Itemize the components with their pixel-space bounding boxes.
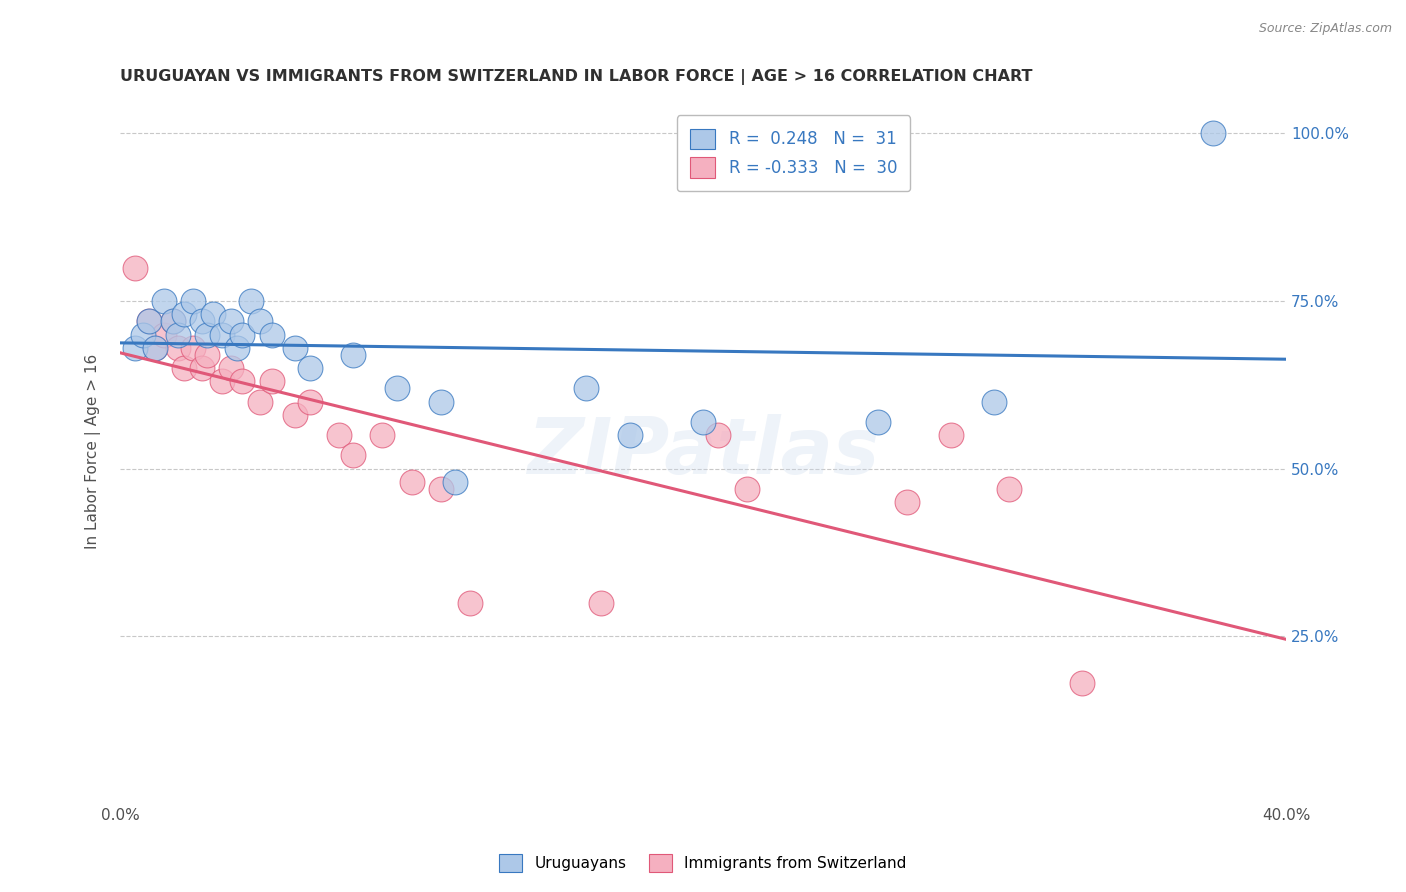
Point <box>998 482 1021 496</box>
Point <box>619 428 641 442</box>
Point <box>706 428 728 442</box>
Point <box>197 348 219 362</box>
Point <box>342 348 364 362</box>
Point <box>211 375 233 389</box>
Point <box>284 408 307 422</box>
Y-axis label: In Labor Force | Age > 16: In Labor Force | Age > 16 <box>86 354 101 549</box>
Point <box>152 327 174 342</box>
Point <box>167 327 190 342</box>
Point <box>429 394 451 409</box>
Point <box>385 381 408 395</box>
Point <box>866 415 889 429</box>
Legend: Uruguayans, Immigrants from Switzerland: Uruguayans, Immigrants from Switzerland <box>492 846 914 880</box>
Point <box>124 341 146 355</box>
Point <box>167 341 190 355</box>
Point <box>429 482 451 496</box>
Point <box>190 361 212 376</box>
Point <box>181 293 204 308</box>
Point <box>132 327 155 342</box>
Point <box>190 314 212 328</box>
Point <box>444 475 467 489</box>
Point <box>284 341 307 355</box>
Point <box>298 394 321 409</box>
Point <box>143 341 166 355</box>
Point <box>692 415 714 429</box>
Point <box>575 381 598 395</box>
Point <box>249 394 271 409</box>
Point <box>162 314 184 328</box>
Point <box>124 260 146 275</box>
Point <box>458 596 481 610</box>
Text: URUGUAYAN VS IMMIGRANTS FROM SWITZERLAND IN LABOR FORCE | AGE > 16 CORRELATION C: URUGUAYAN VS IMMIGRANTS FROM SWITZERLAND… <box>120 69 1032 85</box>
Point <box>260 375 283 389</box>
Point <box>939 428 962 442</box>
Point <box>143 341 166 355</box>
Point <box>735 482 758 496</box>
Point <box>173 307 195 321</box>
Point <box>219 314 242 328</box>
Point <box>219 361 242 376</box>
Point <box>231 327 253 342</box>
Legend: R =  0.248   N =  31, R = -0.333   N =  30: R = 0.248 N = 31, R = -0.333 N = 30 <box>676 115 910 191</box>
Text: Source: ZipAtlas.com: Source: ZipAtlas.com <box>1258 22 1392 36</box>
Point <box>589 596 612 610</box>
Point <box>138 314 160 328</box>
Point <box>138 314 160 328</box>
Point <box>328 428 350 442</box>
Point <box>173 361 195 376</box>
Point <box>401 475 423 489</box>
Point <box>342 448 364 462</box>
Point <box>181 341 204 355</box>
Point <box>225 341 247 355</box>
Point <box>240 293 263 308</box>
Point <box>211 327 233 342</box>
Point <box>260 327 283 342</box>
Point <box>249 314 271 328</box>
Point <box>162 314 184 328</box>
Point <box>1202 127 1225 141</box>
Point <box>202 307 225 321</box>
Point <box>152 293 174 308</box>
Point <box>371 428 394 442</box>
Point <box>231 375 253 389</box>
Point <box>197 327 219 342</box>
Point <box>983 394 1005 409</box>
Point <box>298 361 321 376</box>
Point <box>1071 676 1094 690</box>
Point <box>896 495 918 509</box>
Text: ZIPatlas: ZIPatlas <box>527 414 879 490</box>
